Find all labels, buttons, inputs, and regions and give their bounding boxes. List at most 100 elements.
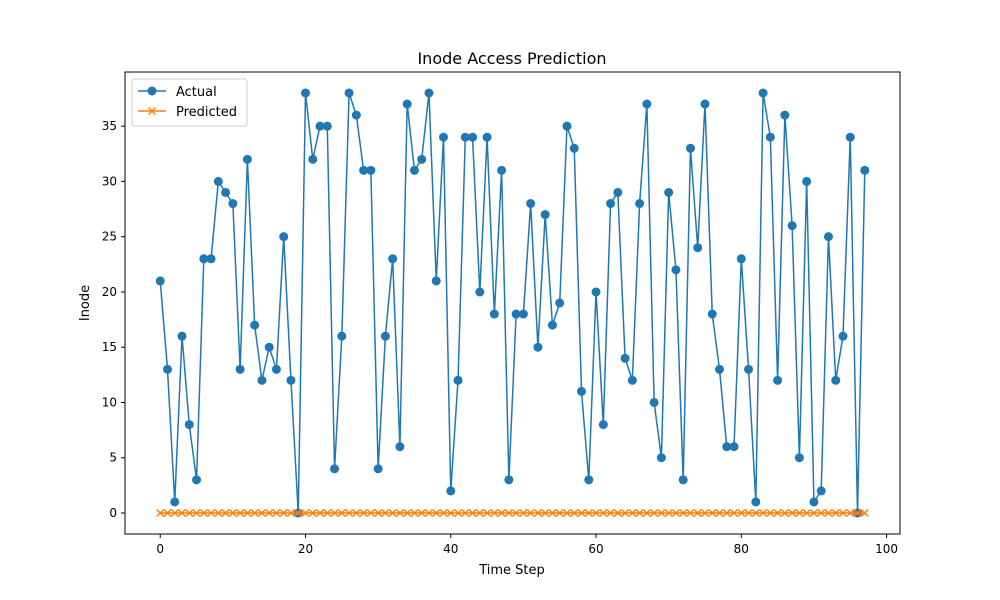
data-point-predicted bbox=[468, 508, 477, 518]
data-point-predicted bbox=[809, 508, 818, 518]
data-point-predicted bbox=[192, 508, 201, 518]
data-point-actual bbox=[627, 375, 637, 385]
data-point-actual bbox=[765, 132, 775, 142]
data-point-predicted bbox=[330, 508, 339, 518]
data-point-predicted bbox=[257, 508, 266, 518]
data-point-actual bbox=[489, 309, 499, 319]
data-point-predicted bbox=[156, 508, 165, 518]
data-point-actual bbox=[540, 210, 550, 220]
data-point-predicted bbox=[759, 508, 768, 518]
data-point-actual bbox=[221, 187, 231, 197]
series-layer bbox=[155, 88, 870, 518]
data-point-predicted bbox=[272, 508, 281, 518]
data-point-predicted bbox=[715, 508, 724, 518]
data-point-predicted bbox=[417, 508, 426, 518]
data-point-actual bbox=[184, 420, 194, 430]
data-point-predicted bbox=[228, 508, 237, 518]
data-point-actual bbox=[300, 88, 310, 98]
data-point-actual bbox=[794, 453, 804, 463]
data-point-predicted bbox=[504, 508, 513, 518]
data-point-actual bbox=[388, 254, 398, 264]
data-point-predicted bbox=[236, 508, 245, 518]
data-point-predicted bbox=[766, 508, 775, 518]
data-point-actual bbox=[424, 88, 434, 98]
data-point-actual bbox=[315, 121, 325, 131]
data-point-actual bbox=[700, 99, 710, 109]
data-point-predicted bbox=[548, 508, 557, 518]
data-point-predicted bbox=[308, 508, 317, 518]
data-point-predicted bbox=[294, 508, 303, 518]
data-point-predicted bbox=[642, 508, 651, 518]
y-tick-label: 5 bbox=[109, 451, 117, 465]
data-point-actual bbox=[802, 176, 812, 186]
data-point-actual bbox=[366, 165, 376, 175]
y-tick-label: 0 bbox=[109, 506, 117, 520]
data-point-predicted bbox=[453, 508, 463, 518]
y-axis: 0 5 10 15 20 25 30 35 bbox=[102, 119, 125, 520]
data-point-predicted bbox=[366, 508, 375, 518]
data-point-predicted bbox=[214, 508, 223, 518]
data-point-predicted bbox=[722, 508, 731, 518]
data-point-predicted bbox=[664, 508, 673, 518]
data-point-predicted bbox=[730, 508, 739, 518]
data-point-predicted bbox=[606, 508, 615, 518]
data-point-predicted bbox=[170, 508, 179, 518]
data-point-predicted bbox=[802, 508, 811, 518]
y-tick-label: 10 bbox=[102, 395, 117, 409]
y-tick-label: 15 bbox=[102, 340, 117, 354]
data-point-predicted bbox=[533, 508, 542, 518]
data-point-actual bbox=[431, 276, 441, 286]
data-point-predicted bbox=[163, 508, 172, 518]
data-point-predicted bbox=[817, 508, 826, 518]
data-point-actual bbox=[395, 442, 405, 452]
data-point-actual bbox=[707, 309, 717, 319]
data-point-actual bbox=[671, 265, 681, 275]
data-point-predicted bbox=[315, 508, 325, 518]
data-point-predicted bbox=[243, 508, 252, 518]
data-point-actual bbox=[693, 243, 703, 253]
data-point-actual bbox=[279, 232, 289, 242]
data-point-actual bbox=[460, 132, 470, 142]
data-point-actual bbox=[664, 187, 674, 197]
data-point-predicted bbox=[599, 508, 608, 518]
data-point-predicted bbox=[780, 508, 789, 518]
data-point-actual bbox=[744, 364, 754, 374]
data-point-predicted bbox=[621, 508, 630, 518]
chart-title: Inode Access Prediction bbox=[417, 49, 606, 68]
data-point-predicted bbox=[512, 508, 521, 518]
data-point-predicted bbox=[708, 508, 717, 518]
data-point-predicted bbox=[352, 508, 361, 518]
data-point-predicted bbox=[650, 508, 659, 518]
data-point-actual bbox=[518, 309, 528, 319]
data-point-predicted bbox=[679, 508, 688, 518]
data-point-actual bbox=[344, 88, 354, 98]
data-point-actual bbox=[809, 497, 819, 507]
data-point-actual bbox=[417, 154, 427, 164]
data-point-predicted bbox=[395, 508, 404, 518]
data-point-predicted bbox=[526, 508, 535, 518]
data-point-actual bbox=[642, 99, 652, 109]
y-tick-label: 35 bbox=[102, 119, 117, 133]
data-point-predicted bbox=[613, 508, 622, 518]
data-point-actual bbox=[845, 132, 855, 142]
data-point-predicted bbox=[374, 508, 383, 518]
data-point-predicted bbox=[337, 508, 346, 518]
data-point-actual bbox=[242, 154, 252, 164]
data-point-actual bbox=[322, 121, 332, 131]
data-point-actual bbox=[170, 497, 180, 507]
legend: Actual Predicted bbox=[131, 78, 248, 127]
data-point-predicted bbox=[541, 508, 550, 518]
data-point-predicted bbox=[744, 508, 753, 518]
data-point-predicted bbox=[795, 508, 804, 518]
data-point-actual bbox=[337, 331, 347, 341]
y-tick-label: 30 bbox=[102, 174, 117, 188]
plot-frame bbox=[124, 71, 901, 535]
legend-predicted-marker bbox=[147, 106, 157, 116]
data-point-actual bbox=[526, 199, 536, 209]
data-point-predicted bbox=[279, 508, 288, 518]
data-point-actual bbox=[722, 442, 732, 452]
data-point-predicted bbox=[388, 508, 397, 518]
data-point-predicted bbox=[737, 508, 746, 518]
data-point-actual bbox=[264, 342, 274, 352]
